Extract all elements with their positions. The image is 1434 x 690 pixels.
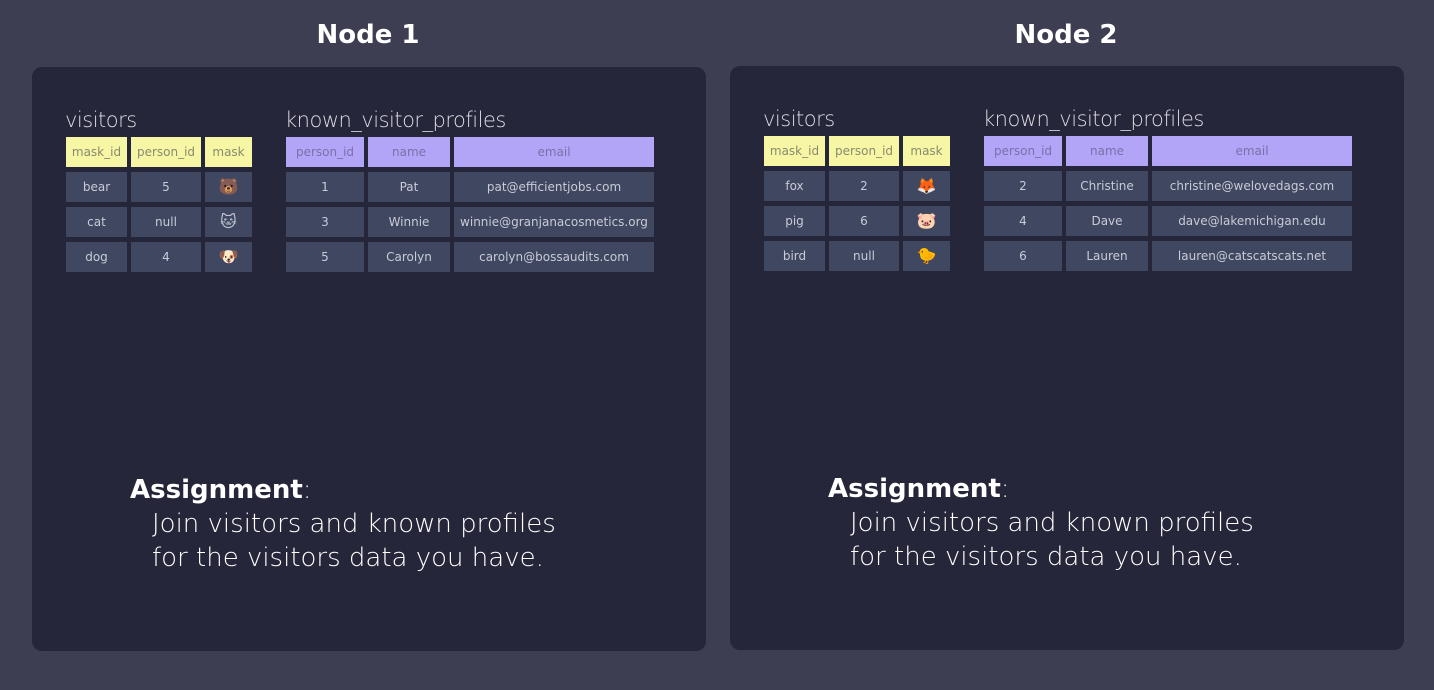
node-1-panel: visitors known_visitor_profiles mask_id per… (32, 67, 706, 651)
column-header: person_id (286, 137, 364, 167)
table-cell: Christine (1066, 171, 1148, 201)
assignment-colon: : (302, 475, 312, 505)
table-cell: 2 (829, 171, 899, 201)
column-header: email (454, 137, 654, 167)
column-header: mask_id (66, 137, 127, 167)
assignment-colon: : (1000, 474, 1010, 504)
table-cell: pig (764, 206, 825, 236)
column-header: mask (205, 137, 252, 167)
visitors-table-label: visitors (65, 108, 137, 132)
table-cell: cat (66, 207, 127, 237)
table-cell: bear (66, 172, 127, 202)
table-cell: christine@welovedags.com (1152, 171, 1352, 201)
assignment-label: Assignment (130, 475, 303, 505)
column-header: name (1066, 136, 1148, 166)
table-cell: 5 (286, 242, 364, 272)
table-cell: null (829, 241, 899, 271)
column-header: mask_id (764, 136, 825, 166)
mask-emoji-cell: 🦊 (903, 171, 950, 201)
table-cell: null (131, 207, 201, 237)
table-cell: dave@lakemichigan.edu (1152, 206, 1352, 236)
assignment-text: Assignment: Join visitors and known profi… (828, 472, 1254, 574)
table-cell: pat@efficientjobs.com (454, 172, 654, 202)
assignment-text: Assignment: Join visitors and known profi… (130, 473, 556, 575)
table-cell: bird (764, 241, 825, 271)
node-2-panel: visitors known_visitor_profiles mask_id per… (730, 66, 1404, 650)
column-header: person_id (131, 137, 201, 167)
assignment-line-1: Join visitors and known profiles (152, 509, 556, 539)
mask-emoji-cell: 🐻 (205, 172, 252, 202)
profiles-table-label: known_visitor_profiles (983, 107, 1204, 131)
table-cell: 6 (984, 241, 1062, 271)
node-1-title: Node 1 (316, 20, 420, 50)
assignment-heading: Assignment: (828, 472, 1254, 506)
table-cell: 5 (131, 172, 201, 202)
table-cell: carolyn@bossaudits.com (454, 242, 654, 272)
table-cell: Lauren (1066, 241, 1148, 271)
node-2-title: Node 2 (1014, 20, 1118, 50)
table-cell: winnie@granjanacosmetics.org (454, 207, 654, 237)
table-cell: 2 (984, 171, 1062, 201)
table-cell: fox (764, 171, 825, 201)
table-cell: 4 (984, 206, 1062, 236)
table-cell: Dave (1066, 206, 1148, 236)
table-cell: Pat (368, 172, 450, 202)
column-header: person_id (829, 136, 899, 166)
column-header: mask (903, 136, 950, 166)
table-cell: Winnie (368, 207, 450, 237)
table-cell: 3 (286, 207, 364, 237)
mask-emoji-cell: 🐷 (903, 206, 950, 236)
assignment-line-2: for the visitors data you have. (850, 542, 1242, 572)
table-cell: 6 (829, 206, 899, 236)
table-cell: 1 (286, 172, 364, 202)
profiles-table-label: known_visitor_profiles (285, 108, 506, 132)
table-cell: dog (66, 242, 127, 272)
column-header: name (368, 137, 450, 167)
visitors-table-label: visitors (763, 107, 835, 131)
mask-emoji-cell: 🐶 (205, 242, 252, 272)
assignment-heading: Assignment: (130, 473, 556, 507)
mask-emoji-cell: 🐱 (205, 207, 252, 237)
assignment-label: Assignment (828, 474, 1001, 504)
assignment-line-2: for the visitors data you have. (152, 543, 544, 573)
column-header: email (1152, 136, 1352, 166)
assignment-line-1: Join visitors and known profiles (850, 508, 1254, 538)
mask-emoji-cell: 🐤 (903, 241, 950, 271)
table-cell: 4 (131, 242, 201, 272)
table-cell: Carolyn (368, 242, 450, 272)
column-header: person_id (984, 136, 1062, 166)
table-cell: lauren@catscatscats.net (1152, 241, 1352, 271)
